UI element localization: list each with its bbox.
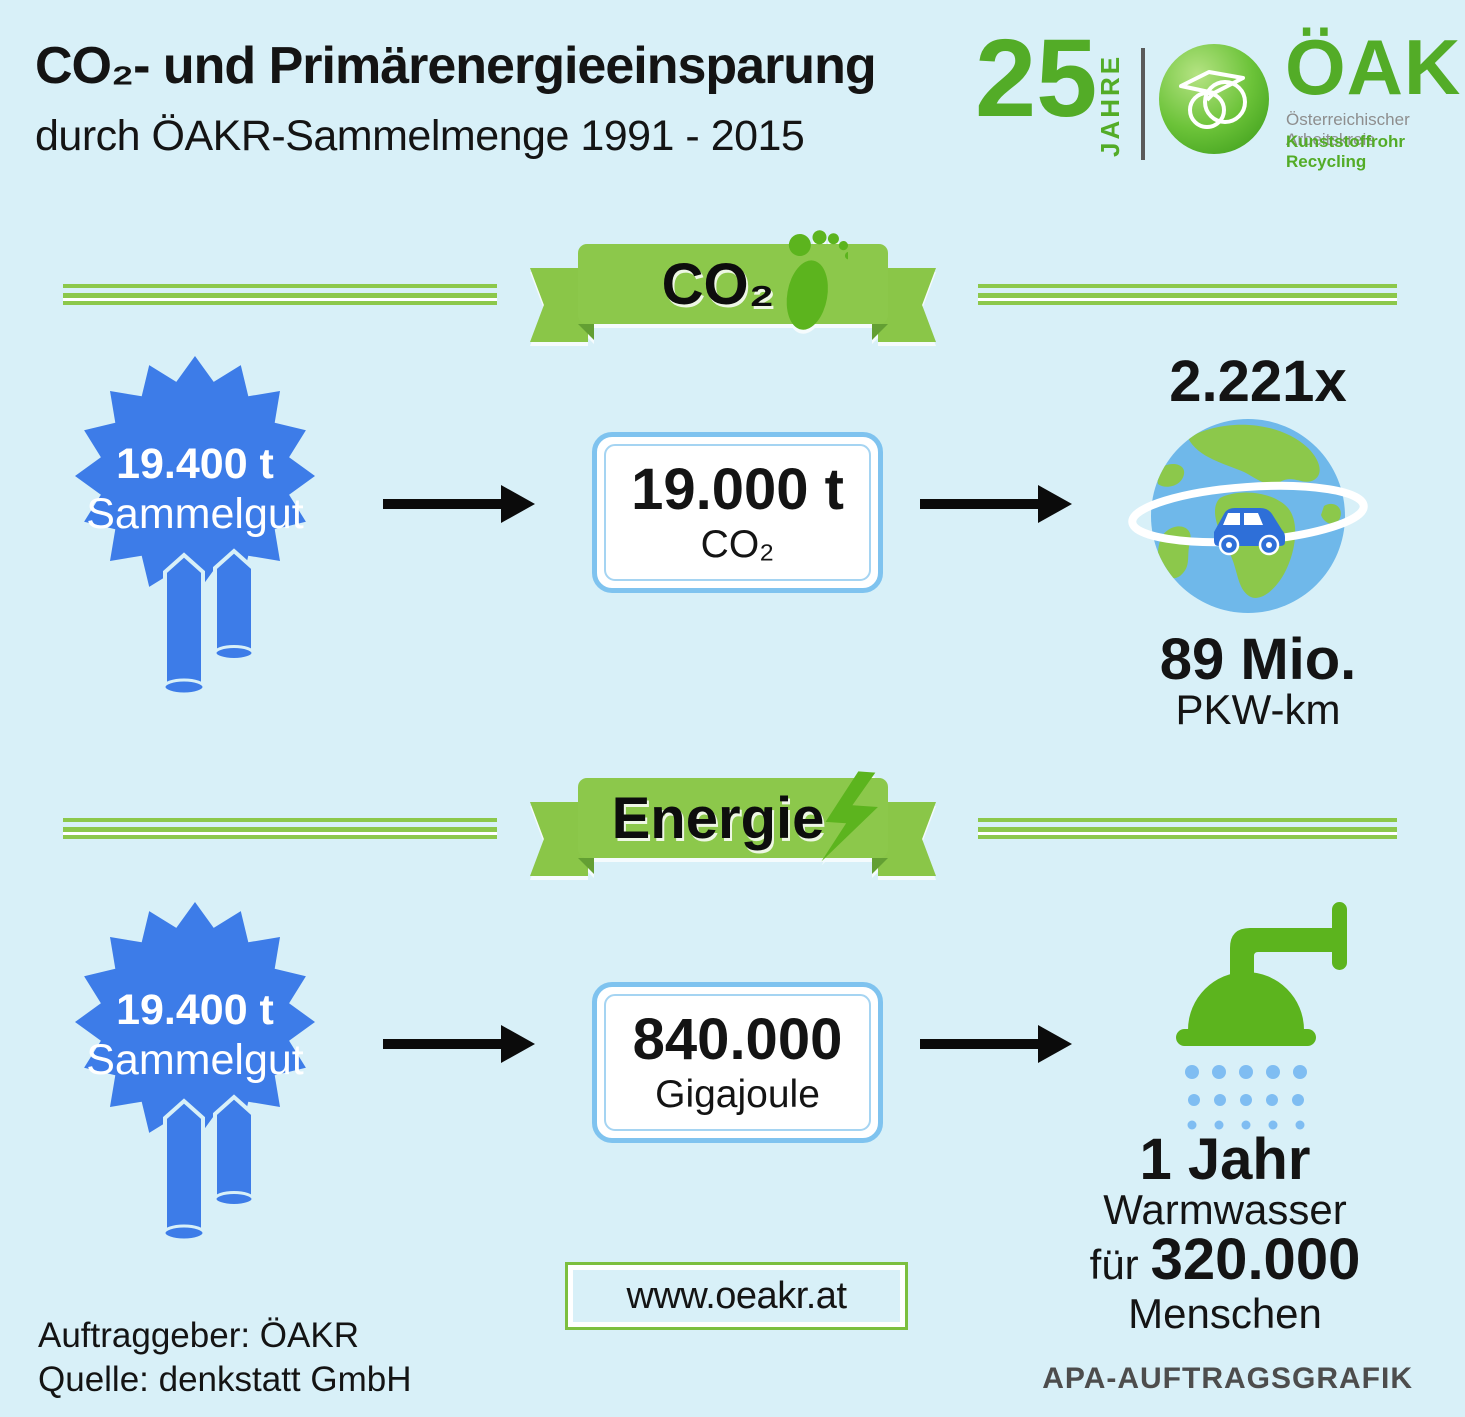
warmwater-people-line: für 320.000: [1085, 1226, 1365, 1293]
shower-icon: [1176, 902, 1347, 1130]
website-link[interactable]: www.oeakr.at: [565, 1262, 908, 1330]
lightning-icon: [821, 771, 878, 862]
energy-amount: 840.000: [632, 1007, 843, 1072]
decorative-line: [63, 818, 497, 839]
pipes-badge-graphic: [75, 902, 315, 1242]
logo-years-number: 25: [975, 17, 1098, 140]
badge-text: 19.400 t Sammelgut: [75, 986, 315, 1086]
pkw-unit: PKW-km: [1175, 686, 1341, 733]
water-drops: [1185, 1065, 1307, 1130]
flow-arrow: [383, 485, 535, 523]
apa-credit: APA-AUFTRAGSGRAFIK: [1042, 1362, 1413, 1395]
oeakr-logo: 25 JAHRE ÖAKR Österreichischer Arbeitskr…: [975, 23, 1465, 178]
page-subtitle: durch ÖAKR-Sammelmenge 1991 - 2015: [35, 112, 805, 160]
source-credit: Quelle: denkstatt GmbH: [38, 1360, 412, 1399]
co2-unit: CO₂: [700, 523, 775, 566]
logo-brand-text: ÖAKR: [1285, 23, 1465, 111]
logo-divider: [1141, 48, 1145, 160]
recycling-sphere-icon: [1159, 44, 1269, 154]
co2-banner-label: CO₂: [661, 251, 775, 317]
footprint-icon: [786, 230, 848, 330]
pkw-value: 89 Mio.: [1159, 627, 1357, 692]
badge-value: 19.400 t: [116, 440, 274, 488]
energy-banner-label: Energie: [611, 785, 825, 851]
energy-banner: Energie: [530, 771, 936, 888]
warmwater-people-value: 320.000: [1150, 1227, 1361, 1292]
flow-arrow: [920, 485, 1072, 523]
co2-amount: 19.000 t: [631, 457, 844, 522]
decorative-line: [978, 818, 1397, 839]
energy-unit: Gigajoule: [655, 1073, 820, 1116]
logo-years-label: JAHRE: [1095, 53, 1125, 157]
logo-subline2: Kunststoffrohr Recycling: [1286, 132, 1405, 171]
decorative-line: [63, 284, 497, 305]
flow-arrow: [920, 1025, 1072, 1063]
co2-banner: CO₂: [530, 230, 936, 354]
badge-label: Sammelgut: [86, 1035, 304, 1084]
client-credit: Auftraggeber: ÖAKR: [38, 1316, 359, 1355]
flow-arrow: [383, 1025, 535, 1063]
ribbon-body: [578, 244, 888, 324]
sammelgut-badge-co2: 19.400 t Sammelgut: [75, 356, 315, 706]
badge-value: 19.400 t: [116, 986, 274, 1034]
warmwater-prefix: für: [1089, 1241, 1139, 1288]
pipes-badge-graphic: [75, 356, 315, 696]
energy-result-box: 840.000 Gigajoule: [592, 982, 883, 1143]
warmwater-people-label: Menschen: [1128, 1290, 1322, 1337]
decorative-line: [978, 284, 1397, 305]
badge-label: Sammelgut: [86, 489, 304, 538]
warmwater-years: 1 Jahr: [1139, 1127, 1311, 1192]
badge-text: 19.400 t Sammelgut: [75, 440, 315, 540]
co2-result-box: 19.000 t CO₂: [592, 432, 883, 593]
sammelgut-badge-energy: 19.400 t Sammelgut: [75, 902, 315, 1252]
car-icon: [1214, 508, 1285, 556]
page-title: CO₂- und Primärenergieeinsparung: [35, 37, 877, 95]
logo-subline1: Österreichischer Arbeitskreis: [1286, 110, 1410, 149]
earth-car-icon: [1128, 419, 1368, 613]
earth-multiplier: 2.221x: [1169, 349, 1347, 414]
warmwater-label: Warmwasser: [1103, 1186, 1347, 1233]
